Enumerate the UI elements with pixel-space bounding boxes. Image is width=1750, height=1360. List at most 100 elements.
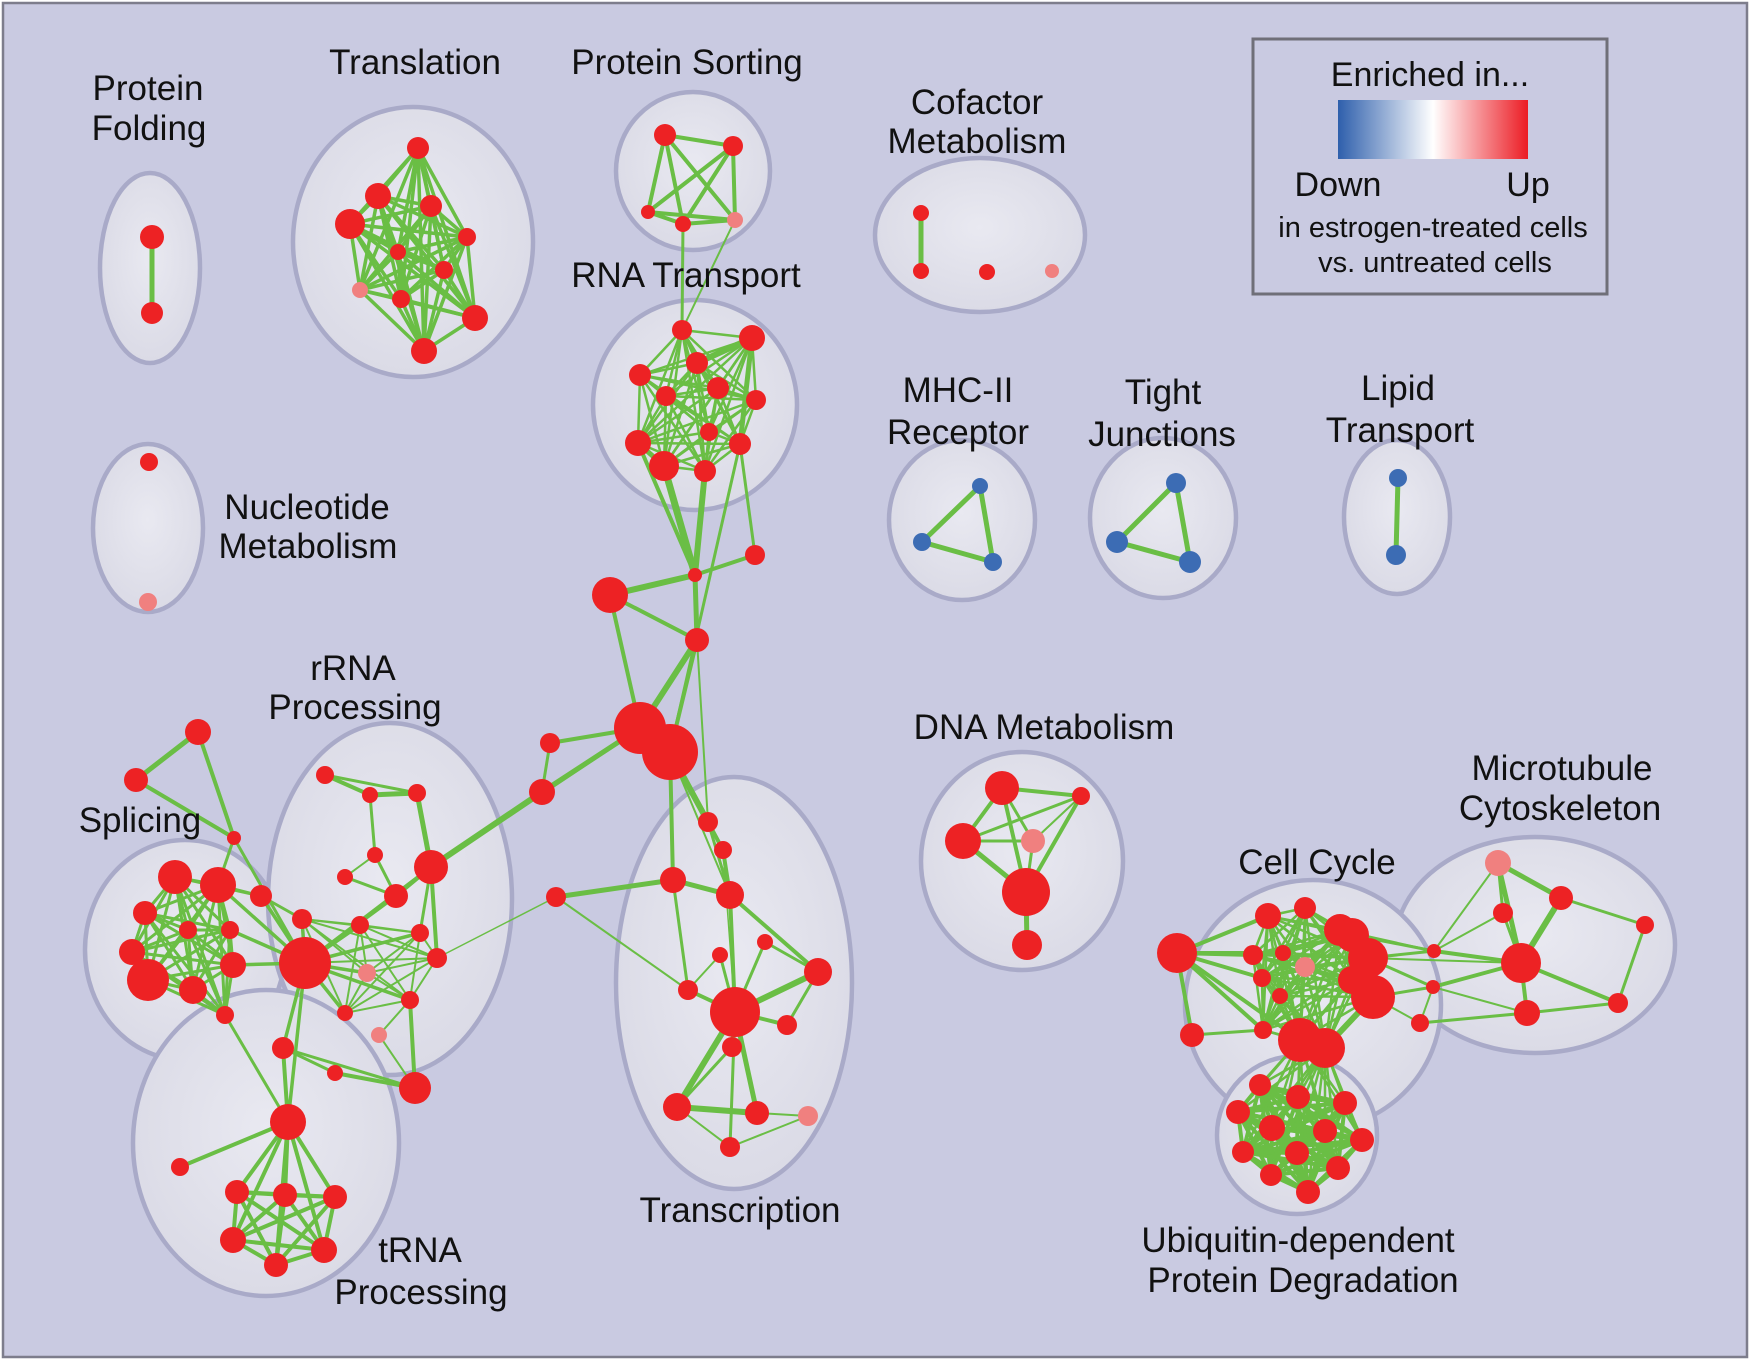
edge-tj2-tj3	[1114, 539, 1193, 565]
edge-c3-rt10	[738, 442, 757, 557]
edge-t7-t8	[358, 268, 446, 292]
gene-set-node-ub6	[1313, 1119, 1337, 1143]
edge-rr10-rr14	[366, 932, 421, 974]
cluster-microtubule-cytoskeleton-label: Cytoskeleton	[1459, 789, 1661, 828]
gene-set-node-mc8	[1426, 980, 1440, 994]
edge-rt12-c1	[692, 468, 708, 578]
gene-set-node-rt5	[656, 386, 676, 406]
gene-set-node-tr6	[678, 980, 698, 1000]
gene-set-node-sp10	[216, 1006, 234, 1024]
edge-mh1-mh3	[977, 483, 996, 565]
gene-set-node-rt4	[629, 364, 651, 386]
edge-t2-t8	[358, 194, 380, 292]
cluster-translation-label: Translation	[329, 43, 501, 82]
cluster-microtubule-cytoskeleton-label: Microtubule	[1472, 749, 1653, 788]
gene-set-node-sp5	[119, 939, 145, 965]
gene-set-node-ub7	[1350, 1128, 1374, 1152]
gene-set-node-c1	[688, 568, 702, 582]
gene-set-node-t6	[390, 244, 406, 260]
gene-set-node-c3	[745, 545, 765, 565]
edge-tn1-tn7	[286, 1120, 326, 1252]
edge-tr14-tr15	[729, 1115, 809, 1148]
gene-set-node-mc7	[1427, 944, 1441, 958]
legend-subtitle-line2: vs. untreated cells	[1318, 247, 1552, 279]
gene-set-node-dn1	[985, 771, 1019, 805]
edge-rr9-rr11	[359, 924, 438, 959]
edge-ps1-ps4	[663, 133, 685, 226]
gene-set-node-c2	[592, 577, 628, 613]
gene-set-node-mc5	[1514, 1000, 1540, 1026]
edge-c1-c3	[693, 553, 757, 577]
gene-set-node-rr11	[427, 948, 447, 968]
gene-set-node-t2	[365, 183, 391, 209]
gene-set-node-rr7	[414, 850, 448, 884]
edge-tr3-tr9	[722, 849, 736, 1013]
edge-tn9-tn11	[281, 1046, 417, 1090]
edge-rr11-m1	[436, 896, 557, 959]
edge-st1-st3	[196, 730, 236, 840]
gene-set-node-rr1	[316, 766, 334, 784]
cluster-protein-folding-label: Folding	[92, 109, 207, 148]
edge-cc13-ub12	[1306, 1046, 1327, 1194]
gene-set-node-t10	[462, 305, 488, 331]
edge-rr1-rr3	[323, 773, 419, 795]
edge-t8-t11	[358, 288, 426, 353]
gene-set-node-tr5	[712, 947, 728, 963]
gene-set-node-mc6	[1608, 993, 1628, 1013]
gene-set-node-mh3	[984, 553, 1002, 571]
gene-set-node-mc9	[1411, 1014, 1429, 1032]
edge-t6-t10	[396, 250, 477, 320]
gene-set-node-cf3	[979, 264, 995, 280]
gene-set-node-sp7	[127, 959, 169, 1001]
cluster-cofactor-metabolism-ellipse	[872, 155, 1088, 315]
gene-set-node-ub3	[1333, 1091, 1357, 1115]
legend-down-label: Down	[1295, 166, 1382, 204]
edge-rt7-rt9	[636, 398, 758, 445]
edge-rr15-tn1	[286, 961, 307, 1124]
edge-cc6-cc11	[1251, 953, 1265, 1032]
gene-set-node-ub4	[1226, 1100, 1250, 1124]
edge-mc1-mc7	[1433, 862, 1499, 952]
edge-t5-t9	[399, 235, 469, 301]
edge-ub7-ub11	[1269, 1138, 1364, 1177]
cluster-cell-cycle-label: Cell Cycle	[1238, 843, 1396, 882]
gene-set-node-ps2	[723, 136, 743, 156]
cluster-lipid-transport-label: Transport	[1326, 411, 1475, 450]
cluster-mhc-ii-receptor-ellipse	[886, 437, 1038, 603]
gene-set-node-ub5	[1259, 1115, 1285, 1141]
gene-set-node-tr8	[804, 958, 832, 986]
cluster-lipid-transport-label: Lipid	[1361, 369, 1435, 408]
gene-set-node-sp6	[221, 921, 239, 939]
edge-rr11-rr14	[366, 957, 438, 974]
cluster-rrna-processing-label: rRNA	[310, 649, 396, 688]
gene-set-node-nm2	[139, 593, 157, 611]
cluster-mhc-ii-receptor-label: Receptor	[887, 413, 1029, 452]
gene-set-node-mc4	[1501, 943, 1541, 983]
cluster-nucleotide-metabolism-ellipse	[90, 441, 206, 615]
gene-set-node-t4	[335, 209, 365, 239]
edge-ps2-ps5	[731, 144, 737, 222]
gene-set-node-lp1	[1389, 469, 1407, 487]
gene-set-node-t9	[392, 290, 410, 308]
gene-set-node-x1	[540, 733, 560, 753]
cluster-protein-folding-label: Protein	[93, 69, 204, 108]
gene-set-node-tr15	[720, 1137, 740, 1157]
gene-set-node-rt6	[707, 377, 729, 399]
edge-t5-t10	[465, 235, 477, 320]
edge-rr2-rr4	[368, 793, 377, 857]
gene-set-node-tr4	[716, 881, 744, 909]
edge-t5-t6	[396, 235, 469, 254]
edge-mc2-mc10	[1559, 896, 1647, 927]
edge-sp2-sp10	[216, 883, 227, 1017]
edge-rt7-rt12	[703, 398, 758, 473]
gene-set-node-tn8	[264, 1253, 288, 1277]
gene-set-node-sp9	[220, 952, 246, 978]
edge-tn1-tn2	[178, 1120, 290, 1169]
edge-ps2-ps3	[646, 144, 735, 214]
gene-set-node-dn5	[1002, 868, 1050, 916]
edge-lp1-lp2	[1393, 475, 1401, 558]
gene-set-node-tj1	[1166, 473, 1186, 493]
gene-set-node-ps5	[727, 212, 743, 228]
gene-set-node-tn12	[371, 1027, 387, 1043]
gene-set-node-tr10	[777, 1015, 797, 1035]
